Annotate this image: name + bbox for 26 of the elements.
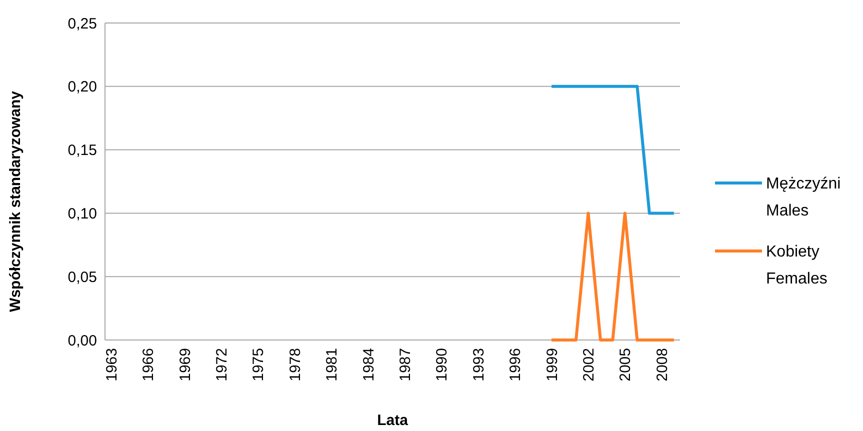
y-tick-label: 0,25 [68, 15, 97, 32]
x-tick-label: 1999 [544, 348, 561, 382]
y-tick-label: 0,20 [68, 78, 97, 96]
x-tick-label: 1966 [140, 348, 158, 382]
y-tick-label: 0,05 [68, 268, 97, 286]
x-tick-label: 2002 [580, 348, 598, 382]
x-tick-label: 1993 [470, 348, 488, 382]
y-tick-label: 0,15 [68, 142, 97, 160]
x-tick-label: 2008 [654, 348, 671, 382]
x-tick-label: 2005 [617, 348, 634, 382]
x-tick-label: 1978 [286, 348, 304, 382]
x-axis-title: Lata [377, 412, 409, 429]
x-tick-label: 1969 [176, 348, 194, 382]
x-tick-label: 1990 [434, 348, 451, 382]
y-tick-label: 0,00 [68, 332, 97, 350]
x-tick-label: 1987 [396, 348, 414, 382]
y-axis-title: Współczynnik standaryzowany [7, 90, 24, 312]
x-tick-label: 1984 [360, 348, 378, 382]
x-tick-label: 1963 [103, 348, 120, 382]
y-tick-label: 0,10 [68, 205, 97, 222]
x-tick-label: 1996 [507, 348, 524, 382]
x-tick-label: 1972 [213, 348, 230, 382]
legend-label: Kobiety Females [766, 244, 828, 288]
x-tick-label: 1975 [250, 348, 268, 382]
legend-label: Mężczyźni Males [766, 176, 841, 220]
x-tick-label: 1981 [324, 348, 341, 382]
